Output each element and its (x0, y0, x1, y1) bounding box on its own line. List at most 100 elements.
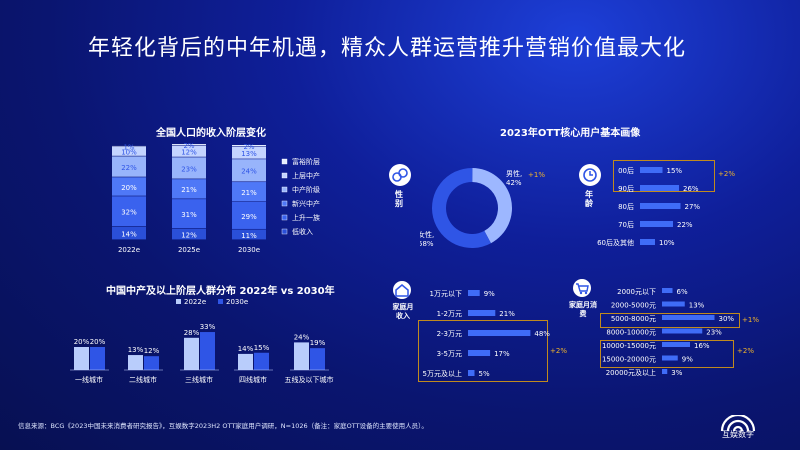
stack-segment (112, 156, 146, 177)
stack-segment (172, 145, 206, 157)
logo-text: 互娱数字 (722, 430, 754, 439)
bar (640, 239, 655, 245)
category-label: 20000元及以上 (606, 368, 656, 377)
gender-icon (389, 164, 411, 186)
legend-label: 新兴中产 (292, 199, 320, 208)
legend-label: 2030e (226, 298, 248, 306)
bar (144, 356, 159, 370)
bar-value-label: 24% (294, 333, 310, 341)
spending-highlight-box-2 (600, 340, 734, 368)
slice-label: 42% (506, 179, 522, 187)
household-income-bar-chart: 1万元以下 9% 1-2万元 21% 2-3万元 48% 3-5万元 17% 5万元及以上 5% (423, 290, 550, 378)
stack-segment (232, 182, 266, 202)
bar-value-label: 27% (685, 203, 701, 211)
category-label: 8000-10000元 (606, 329, 656, 337)
legend-swatch (218, 299, 223, 304)
spending-highlight-note-1: +1% (742, 316, 759, 324)
segment-label: 21% (241, 189, 257, 197)
category-label: 一线城市 (75, 375, 103, 384)
bar (662, 315, 715, 320)
gender-donut-chart: 男性,42% +1% 女性,58% (420, 168, 545, 248)
stack-segment (112, 177, 146, 196)
legend-label: 中产阶级 (292, 185, 320, 194)
category-label: 2-3万元 (437, 330, 462, 338)
slice-label: 58% (420, 240, 434, 248)
stack-segment (232, 146, 266, 159)
bar-value-label: 10% (659, 239, 675, 247)
legend-label: 2022e (184, 298, 206, 306)
household-spending-bar-chart: 2000元以下 6% 2000-5000元 13% 5000-8000元 30% 8000-… (602, 288, 735, 377)
bar-value-label: 15% (254, 344, 270, 352)
category-label: 1-2万元 (437, 310, 462, 318)
bar (662, 342, 690, 347)
category-label: 00后 (618, 166, 634, 175)
category-label: 2000元以下 (617, 288, 656, 296)
bar (310, 348, 325, 370)
logo-icon (720, 415, 756, 432)
segment-label: 1% (123, 143, 134, 151)
spending-highlight-box-1 (600, 313, 740, 328)
category-label: 五线及以下城市 (285, 375, 334, 384)
slice-note: +1% (528, 171, 545, 179)
category-label: 二线城市 (129, 375, 157, 384)
stack-segment (232, 145, 266, 147)
category-label: 2025e (178, 246, 200, 254)
bar-value-label: 14% (238, 345, 254, 353)
category-label: 2030e (238, 246, 260, 254)
segment-label: 13% (241, 150, 257, 158)
bar-value-label: 9% (484, 290, 495, 298)
legend-label: 上层中产 (292, 171, 320, 180)
bar (662, 369, 668, 374)
bar (238, 353, 253, 370)
segment-label: 21% (181, 186, 197, 194)
bar (640, 167, 663, 173)
segment-label: 32% (121, 209, 137, 217)
bar (294, 342, 309, 370)
stack-segment (232, 229, 266, 240)
bar (200, 332, 215, 370)
income-highlight-note: +2% (550, 347, 567, 355)
bar-value-label: 12% (144, 347, 160, 355)
income-stacked-chart: 14%32%20%22%10%1%2022e12%31%21%23%12%2%2… (112, 142, 320, 254)
segment-label: 11% (241, 232, 257, 240)
stack-segment (112, 145, 146, 147)
segment-label: 10% (121, 149, 137, 157)
category-label: 三线城市 (185, 375, 213, 384)
age-icon (579, 164, 601, 186)
middle-class-distribution-chart: 2022e 2030e 20% 20% 一线城市 13% 12% 二线城市 28%33% 三线城市… (70, 298, 334, 384)
bar (128, 355, 143, 370)
bar-value-label: 5% (479, 370, 490, 378)
category-label: 四线城市 (239, 375, 267, 384)
category-label: 10000-15000元 (602, 342, 656, 350)
footer-source: 信息来源：BCG《2023中国未来消费者研究报告》，互娱数字2023H2 OTT… (18, 422, 428, 430)
bar (640, 221, 673, 227)
category-label: 2000-5000元 (611, 302, 656, 310)
bar-value-label: 33% (200, 323, 216, 331)
bar (254, 352, 269, 370)
category-label: 70后 (618, 220, 634, 229)
stack-segment (172, 228, 206, 240)
bar-value-label: 17% (494, 350, 510, 358)
bar-value-label: 9% (682, 356, 693, 364)
bar-value-label: 30% (719, 315, 735, 323)
stack-segment (172, 157, 206, 179)
spending-highlight-note-2: +2% (737, 347, 754, 355)
category-label: 1万元以下 (430, 290, 462, 298)
bar (640, 203, 681, 209)
bar-value-label: 23% (706, 329, 722, 337)
spending-label: 家庭月消费 (569, 301, 597, 318)
stack-segment (172, 179, 206, 199)
income-label: 家庭月收入 (392, 303, 414, 320)
category-label: 90后 (618, 184, 634, 193)
cart-icon (573, 279, 591, 297)
stack-segment (172, 144, 206, 146)
bar-value-label: 48% (534, 330, 550, 338)
bar (74, 347, 89, 370)
category-label: 3-5万元 (437, 350, 462, 358)
bar (662, 328, 703, 334)
bar-value-label: 22% (677, 221, 693, 229)
legend-label: 低收入 (292, 227, 313, 236)
brand-logo: 互娱数字 (718, 413, 788, 441)
bar (662, 301, 685, 307)
